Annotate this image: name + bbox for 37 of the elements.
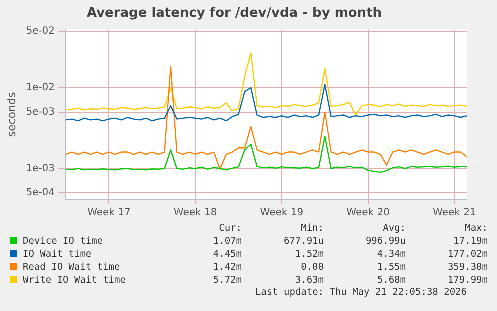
x-tick-label: Week 20 [346, 208, 390, 219]
text: 996.99u [364, 235, 406, 248]
text: 177.02m [446, 248, 488, 261]
y-tick-label: 5e-04 [26, 188, 56, 199]
x-tick-label: Week 18 [174, 208, 218, 219]
text: 677.91u [282, 235, 324, 248]
y-tick-label: 5e-03 [26, 106, 56, 118]
text: Min: [300, 222, 324, 235]
legend-label: IO Wait time [22, 248, 93, 261]
legend-label: Device IO time [22, 235, 104, 248]
text: 1.52m [294, 248, 324, 261]
text: 359.30m [446, 261, 488, 274]
x-tick-label: Week 17 [88, 208, 131, 219]
text: 5.72m [212, 274, 242, 287]
legend-label: Read IO Wait time [22, 261, 122, 274]
y-tick-label: 1e-03 [26, 163, 56, 174]
x-tick-label: Week 19 [260, 208, 304, 219]
text: 4.45m [212, 248, 242, 261]
text: Max: [464, 222, 488, 235]
text: Avg: [382, 222, 406, 235]
text: 3.63m [294, 274, 324, 287]
chart-title: Average latency for /dev/vda - by month [86, 6, 382, 22]
text: Last update: Thu May 21 22:05:38 2026 [255, 287, 467, 298]
text: 1.42m [212, 261, 242, 274]
y-tick-label: 1e-02 [26, 82, 56, 94]
text: 0.00 [300, 261, 324, 274]
text: 4.34m [376, 248, 406, 261]
y-tick-label: 5e-02 [26, 26, 56, 38]
text: 1.55m [376, 261, 406, 274]
text: 1.07m [212, 235, 242, 248]
text: 5.68m [376, 274, 406, 287]
x-tick-label: Week 21 [433, 208, 476, 219]
text: 179.99m [446, 274, 488, 287]
legend-label: Write IO Wait time [22, 274, 127, 287]
text: Cur: [218, 222, 242, 235]
text: 17.19m [452, 235, 488, 248]
y-axis-title: seconds [5, 92, 18, 138]
